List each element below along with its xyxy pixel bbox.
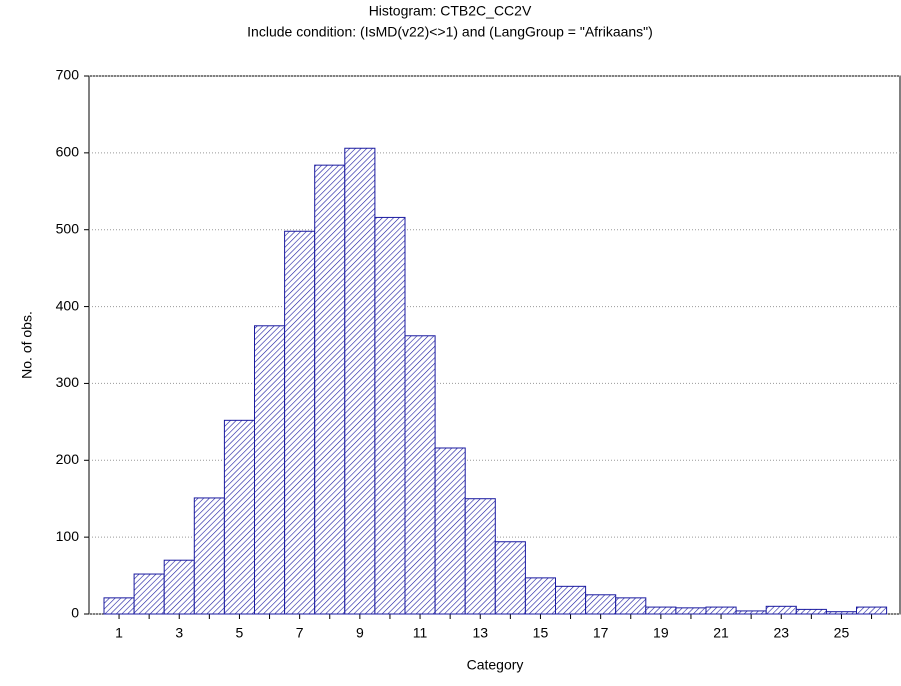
bar xyxy=(825,611,858,615)
x-tick-label: 21 xyxy=(713,625,729,641)
bar xyxy=(223,419,255,615)
x-axis-label: Category xyxy=(467,657,524,673)
bar xyxy=(735,610,767,615)
y-tick-label: 600 xyxy=(56,144,80,160)
bar xyxy=(193,497,225,615)
bar xyxy=(675,607,707,615)
x-tick-label: 17 xyxy=(593,625,609,641)
bar xyxy=(856,606,888,615)
y-tick-label: 200 xyxy=(56,451,80,467)
x-tick-label: 9 xyxy=(356,625,364,641)
bar xyxy=(133,573,165,615)
x-tick-label: 1 xyxy=(115,625,123,641)
y-tick-label: 700 xyxy=(56,67,80,83)
bar xyxy=(404,335,436,615)
bar xyxy=(795,608,827,615)
bar xyxy=(645,606,677,615)
x-tick-label: 15 xyxy=(533,625,549,641)
bar xyxy=(464,498,496,615)
x-tick-label: 23 xyxy=(773,625,789,641)
x-tick-label: 5 xyxy=(236,625,244,641)
bar xyxy=(254,325,286,615)
x-tick-label: 13 xyxy=(472,625,488,641)
y-tick-label: 0 xyxy=(71,605,79,621)
bar xyxy=(555,585,587,615)
y-tick-label: 400 xyxy=(56,297,80,313)
bar xyxy=(344,147,376,615)
x-tick-label: 11 xyxy=(413,625,428,641)
bar xyxy=(765,605,797,615)
y-axis-label: No. of obs. xyxy=(19,311,35,379)
y-tick-label: 100 xyxy=(56,528,80,544)
x-tick-label: 25 xyxy=(834,625,850,641)
x-tick-label: 19 xyxy=(653,625,669,641)
y-tick-label: 300 xyxy=(56,374,80,390)
bar xyxy=(615,597,647,615)
bar xyxy=(163,559,195,615)
bar xyxy=(585,594,617,615)
x-tick-label: 7 xyxy=(296,625,304,641)
bar xyxy=(103,597,135,615)
y-tick-label: 500 xyxy=(56,220,80,236)
bar xyxy=(705,606,737,615)
x-tick-label: 3 xyxy=(175,625,183,641)
bar xyxy=(494,541,526,615)
bar xyxy=(524,577,557,615)
bar xyxy=(284,230,316,615)
chart-subtitle: Include condition: (IsMD(v22)<>1) and (L… xyxy=(247,24,653,40)
bar xyxy=(314,164,346,615)
bar xyxy=(434,447,466,615)
bar xyxy=(374,216,406,615)
chart-title: Histogram: CTB2C_CC2V xyxy=(369,3,532,19)
